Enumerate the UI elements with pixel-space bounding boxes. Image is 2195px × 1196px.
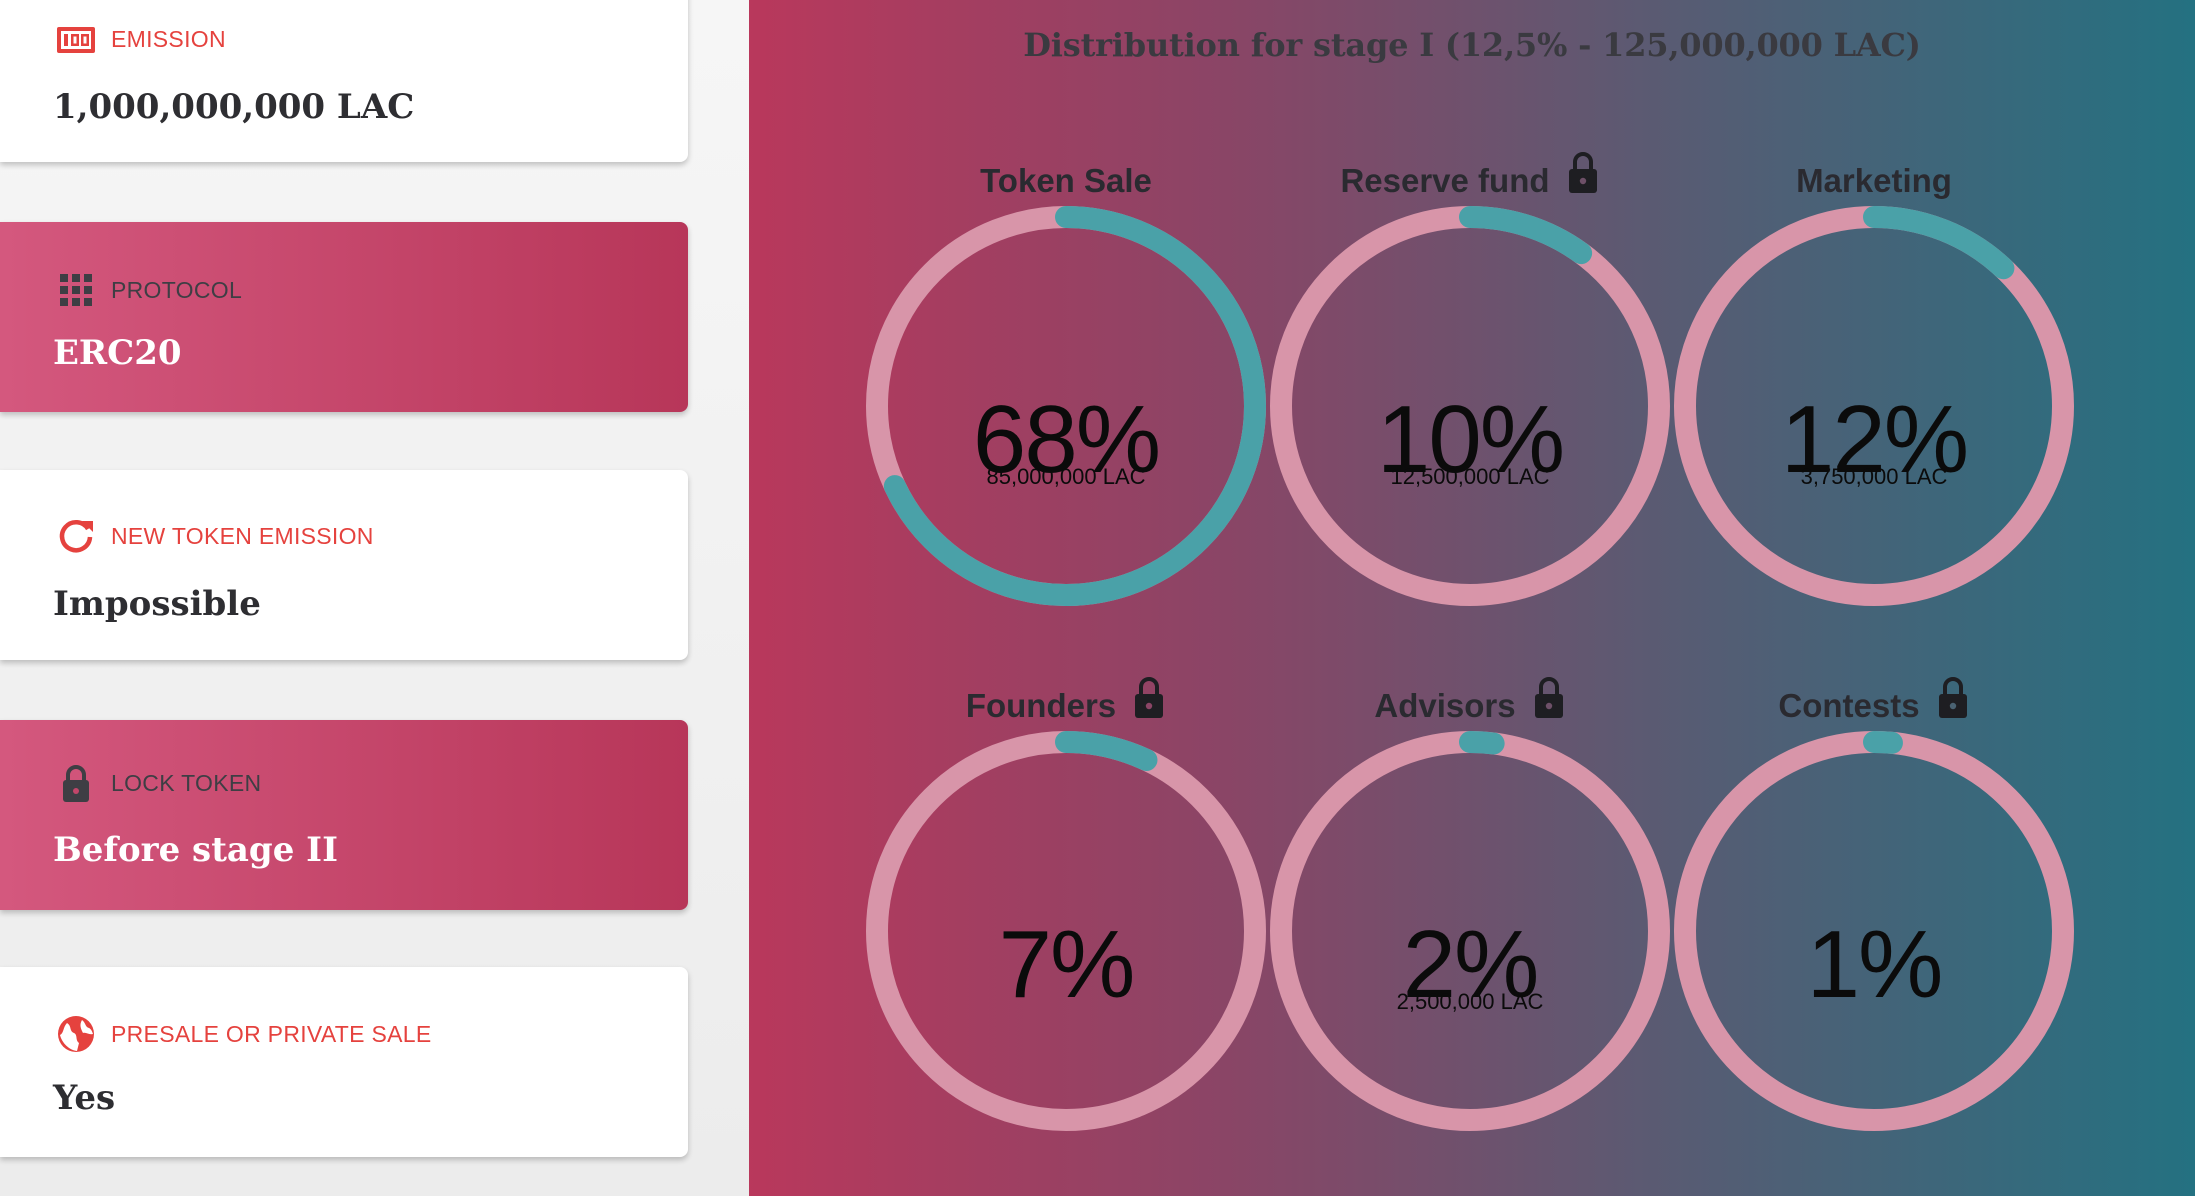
donut-ring: [866, 206, 1266, 606]
protocol-card: PROTOCOL ERC20: [0, 222, 688, 412]
donut-title-text: Advisors: [1374, 687, 1516, 724]
lock-icon: [1938, 677, 1967, 718]
refresh-icon: [59, 520, 93, 553]
emission-value: 1,000,000,000 LAC: [53, 87, 415, 127]
new-token-emission-label: NEW TOKEN EMISSION: [111, 522, 374, 549]
presale-value: Yes: [53, 1078, 116, 1118]
protocol-value: ERC20: [53, 333, 182, 373]
new-token-emission-card: NEW TOKEN EMISSION Impossible: [0, 470, 688, 660]
lock-token-value: Before stage II: [53, 830, 338, 870]
donut-title-text: Contests: [1778, 687, 1920, 724]
donut-ring: [1674, 731, 2074, 1131]
donut-ring: [1674, 206, 2074, 606]
donut-percent: 10%: [1376, 386, 1565, 493]
donut-title-text: Marketing: [1796, 162, 1952, 199]
counter-100-icon: [57, 27, 95, 53]
donut-title: Reserve fund: [1270, 150, 1670, 200]
donut-token-sale: Token Sale 68% 85,000,000 LAC: [866, 150, 1266, 606]
donut-title: Founders: [866, 675, 1266, 725]
donut-amount: 85,000,000 LAC: [986, 464, 1146, 489]
emission-label: EMISSION: [111, 25, 226, 52]
lock-token-card: LOCK TOKEN Before stage II: [0, 720, 688, 910]
donut-amount: 3,750,000 LAC: [1800, 464, 1948, 489]
distribution-panel: Distribution for stage I (12,5% - 125,00…: [749, 0, 2195, 1196]
lock-icon: [1135, 677, 1164, 718]
donut-marketing: Marketing 12% 3,750,000 LAC: [1674, 150, 2074, 606]
donut-title: Contests: [1674, 675, 2074, 725]
donut-ring: [1270, 206, 1670, 606]
donut-title: Marketing: [1674, 150, 2074, 200]
protocol-card-header: PROTOCOL: [55, 269, 242, 311]
donut-percent: 7%: [998, 911, 1136, 1018]
lock-icon: [1568, 152, 1597, 193]
donut-title-text: Reserve fund: [1340, 162, 1550, 199]
donut-percent: 68%: [972, 386, 1161, 493]
donut-percent: 1%: [1806, 911, 1944, 1018]
protocol-label: PROTOCOL: [111, 276, 243, 303]
lock-icon: [63, 765, 89, 802]
presale-label: PRESALE OR PRIVATE SALE: [111, 1020, 432, 1047]
donut-reserve-fund: Reserve fund 10% 12,500,000 LAC: [1270, 150, 1670, 606]
presale-card: PRESALE OR PRIVATE SALE Yes: [0, 967, 688, 1157]
donut-advisors: Advisors 2% 2,500,000 LAC: [1270, 675, 1670, 1131]
ring-fill: [866, 206, 1266, 606]
grid-icon: [60, 274, 92, 306]
new-token-emission-value: Impossible: [53, 584, 261, 624]
ring-fill: [866, 731, 1266, 1131]
distribution-title: Distribution for stage I (12,5% - 125,00…: [1023, 26, 1921, 64]
ring-fill: [1270, 206, 1670, 606]
ring-fill: [1674, 731, 2074, 1131]
donut-title: Advisors: [1270, 675, 1670, 725]
donut-ring: [1270, 731, 1670, 1131]
emission-card: EMISSION 1,000,000,000 LAC: [0, 0, 688, 162]
presale-card-header: PRESALE OR PRIVATE SALE: [55, 1013, 432, 1055]
token-info-column: EMISSION 1,000,000,000 LAC PROTOCOL ERC2…: [0, 0, 749, 1196]
donut-founders: Founders 7%: [866, 675, 1266, 1131]
emission-card-header: EMISSION: [55, 18, 226, 60]
donut-percent: 12%: [1780, 386, 1969, 493]
donut-ring: [866, 731, 1266, 1131]
donut-amount: 2,500,000 LAC: [1396, 989, 1544, 1014]
donut-title-text: Token Sale: [980, 162, 1152, 199]
donut-title-text: Founders: [965, 687, 1117, 724]
ring-fill: [1270, 731, 1670, 1131]
ring-fill: [1674, 206, 2074, 606]
donut-title: Token Sale: [866, 150, 1266, 200]
globe-icon: [58, 1016, 94, 1052]
lock-token-label: LOCK TOKEN: [111, 769, 262, 796]
donut-percent: 2%: [1402, 911, 1540, 1018]
donut-amount: 12,500,000 LAC: [1390, 464, 1550, 489]
new-token-emission-card-header: NEW TOKEN EMISSION: [55, 515, 374, 557]
donut-contests: Contests 1%: [1674, 675, 2074, 1131]
lock-token-card-header: LOCK TOKEN: [55, 762, 261, 804]
lock-icon: [1534, 677, 1563, 718]
